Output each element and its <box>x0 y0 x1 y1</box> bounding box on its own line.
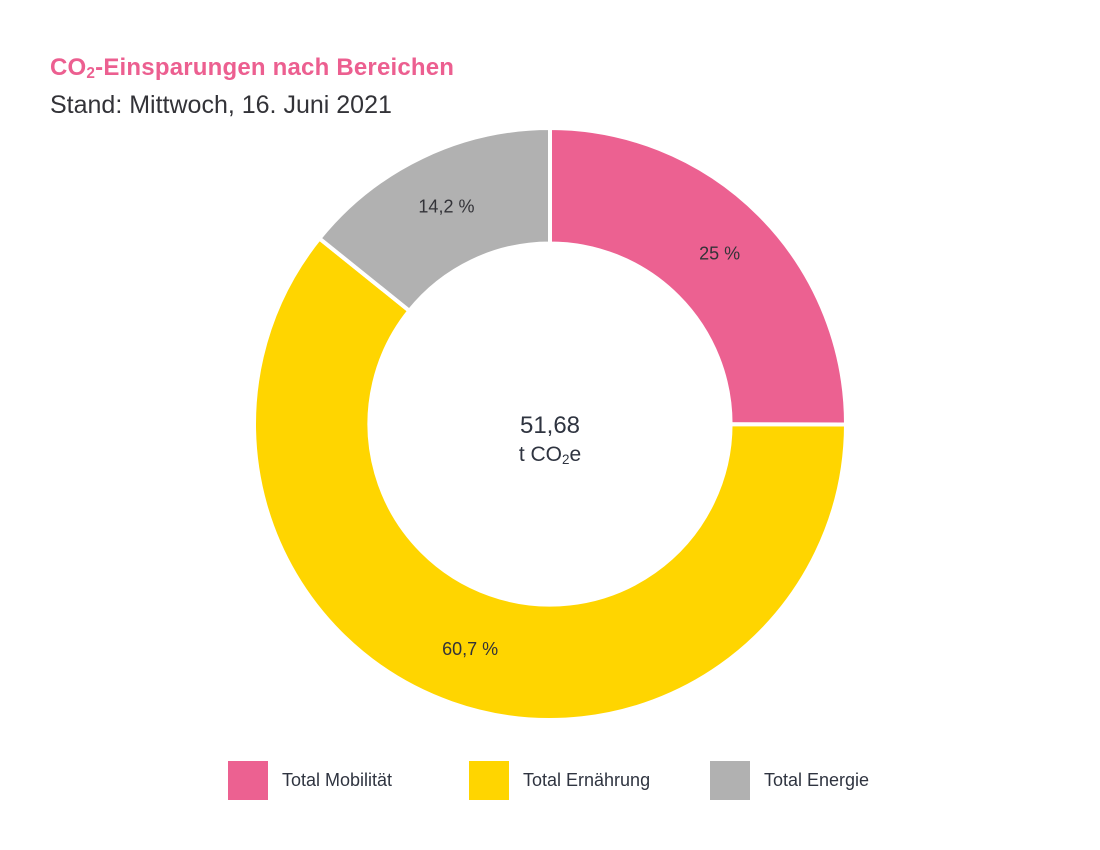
segment-percent-label-total-energie: 14,2 % <box>418 197 474 217</box>
chart-header: CO2-Einsparungen nach Bereichen Stand: M… <box>50 54 454 120</box>
legend-swatch-total-mobilitaet <box>228 761 268 800</box>
legend-label: Total Mobilität <box>282 770 393 790</box>
chart-subtitle: Stand: Mittwoch, 16. Juni 2021 <box>50 91 392 119</box>
legend-item-total-energie[interactable]: Total Energie <box>710 761 869 800</box>
legend-label: Total Energie <box>764 770 870 790</box>
segment-percent-label-total-ernaehrung: 60,7 % <box>442 639 498 659</box>
chart-title-subscript: 2 <box>86 65 96 83</box>
legend-label: Total Ernährung <box>523 770 651 790</box>
total-unit-prefix: t CO <box>518 443 562 466</box>
chart-title: CO2-Einsparungen nach Bereichen <box>50 54 454 82</box>
donut-segment-total-ernaehrung[interactable] <box>252 236 848 722</box>
donut-segment-total-mobilitaet[interactable] <box>548 126 849 427</box>
segment-percent-label-total-mobilitaet: 25 % <box>699 243 740 263</box>
legend-swatch-total-ernaehrung <box>469 761 509 800</box>
legend-item-total-ernaehrung[interactable]: Total Ernährung <box>469 761 650 800</box>
chart-title-prefix: CO <box>50 54 87 81</box>
legend-swatch-total-energie <box>710 761 750 800</box>
donut-center-label: 51,68 t CO2e <box>519 411 581 471</box>
total-value: 51,68 <box>519 412 581 439</box>
total-unit-subscript: 2 <box>562 451 570 467</box>
legend-item-total-mobilitaet[interactable]: Total Mobilität <box>228 761 392 800</box>
donut-segment-total-energie[interactable] <box>317 126 552 313</box>
total-unit-suffix: e <box>569 443 582 466</box>
chart-title-suffix: -Einsparungen nach Bereichen <box>95 54 455 81</box>
total-unit: t CO2e <box>519 441 581 471</box>
